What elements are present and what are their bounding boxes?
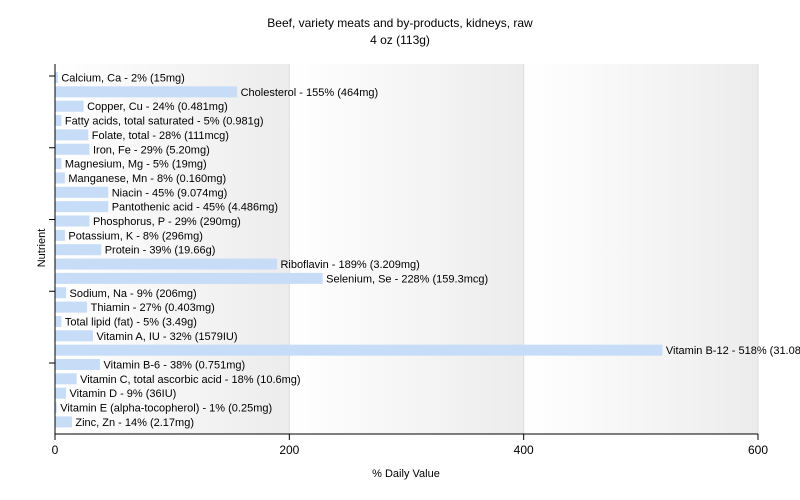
bar-label: Folate, total - 28% (111mcg) xyxy=(92,130,229,142)
bar xyxy=(55,143,90,155)
bar xyxy=(55,186,109,198)
bar-label: Calcium, Ca - 2% (15mg) xyxy=(61,73,184,85)
bar-label: Potassium, K - 8% (296mg) xyxy=(68,230,203,242)
bar-label: Vitamin C, total ascorbic acid - 18% (10… xyxy=(80,374,301,386)
x-tick-label: 400 xyxy=(514,443,534,457)
bar-label: Total lipid (fat) - 5% (3.49g) xyxy=(65,316,197,328)
bar xyxy=(55,215,90,227)
bar-label: Vitamin B-12 - 518% (31.08mcg) xyxy=(666,345,800,357)
bar xyxy=(55,344,663,356)
bar xyxy=(55,416,72,428)
plot-band xyxy=(523,64,758,434)
bar-label: Thiamin - 27% (0.403mg) xyxy=(91,302,215,314)
gridlines xyxy=(288,64,759,434)
axes xyxy=(49,64,759,440)
bar xyxy=(55,258,277,270)
bar-label: Iron, Fe - 29% (5.20mg) xyxy=(93,144,210,156)
bar xyxy=(55,172,65,184)
bar-label: Phosphorus, P - 29% (290mg) xyxy=(93,216,241,228)
bar-label: Vitamin B-6 - 38% (0.751mg) xyxy=(104,360,246,372)
bar xyxy=(55,287,67,299)
chart-title: Beef, variety meats and by-products, kid… xyxy=(267,16,533,30)
x-tick-label: 0 xyxy=(52,443,59,457)
bar xyxy=(55,315,62,327)
bar xyxy=(55,115,62,127)
bar xyxy=(55,129,89,141)
bar xyxy=(55,373,77,385)
bar-label: Pantothenic acid - 45% (4.486mg) xyxy=(112,202,278,214)
bar-label: Manganese, Mn - 8% (0.160mg) xyxy=(68,173,226,185)
plot-band xyxy=(289,64,524,434)
bar-label: Vitamin E (alpha-tocopherol) - 1% (0.25m… xyxy=(60,403,272,415)
y-axis-title: Nutrient xyxy=(36,229,48,268)
bar xyxy=(55,158,62,170)
bars-group xyxy=(55,72,663,428)
bar xyxy=(55,86,238,98)
chart-subtitle: 4 oz (113g) xyxy=(370,33,430,47)
bar-label: Vitamin D - 9% (36IU) xyxy=(70,388,177,400)
bar xyxy=(55,272,323,284)
x-axis-title: % Daily Value xyxy=(372,468,440,480)
bar xyxy=(55,330,93,342)
bar-label: Magnesium, Mg - 5% (19mg) xyxy=(65,159,207,171)
bar-label: Copper, Cu - 24% (0.481mg) xyxy=(87,101,228,113)
background-bands xyxy=(55,64,758,434)
bar xyxy=(55,301,88,313)
bar-labels-group: Calcium, Ca - 2% (15mg) Cholesterol - 155… xyxy=(60,73,800,429)
bar xyxy=(55,359,101,370)
bar xyxy=(55,387,67,399)
bar-label: Niacin - 45% (9.074mg) xyxy=(112,187,228,199)
bar xyxy=(55,100,84,112)
bar xyxy=(55,72,58,83)
x-tick-label: 200 xyxy=(279,443,299,457)
bar-label: Protein - 39% (19.66g) xyxy=(105,245,216,257)
x-tick-label: 600 xyxy=(748,443,768,457)
bar-label: Selenium, Se - 228% (159.3mcg) xyxy=(326,273,488,285)
bar xyxy=(55,244,102,256)
x-tick-labels: 0 200 400 600 xyxy=(52,443,769,457)
bar xyxy=(55,201,109,213)
bar xyxy=(55,229,65,241)
bar-label: Cholesterol - 155% (464mg) xyxy=(241,87,379,99)
bar-label: Vitamin A, IU - 32% (1579IU) xyxy=(96,331,237,343)
bar-label: Zinc, Zn - 14% (2.17mg) xyxy=(75,417,194,429)
bar xyxy=(55,402,57,414)
bar-label: Riboflavin - 189% (3.209mg) xyxy=(280,259,419,271)
bar-label: Fatty acids, total saturated - 5% (0.981… xyxy=(65,116,264,128)
bar-label: Sodium, Na - 9% (206mg) xyxy=(70,288,197,300)
